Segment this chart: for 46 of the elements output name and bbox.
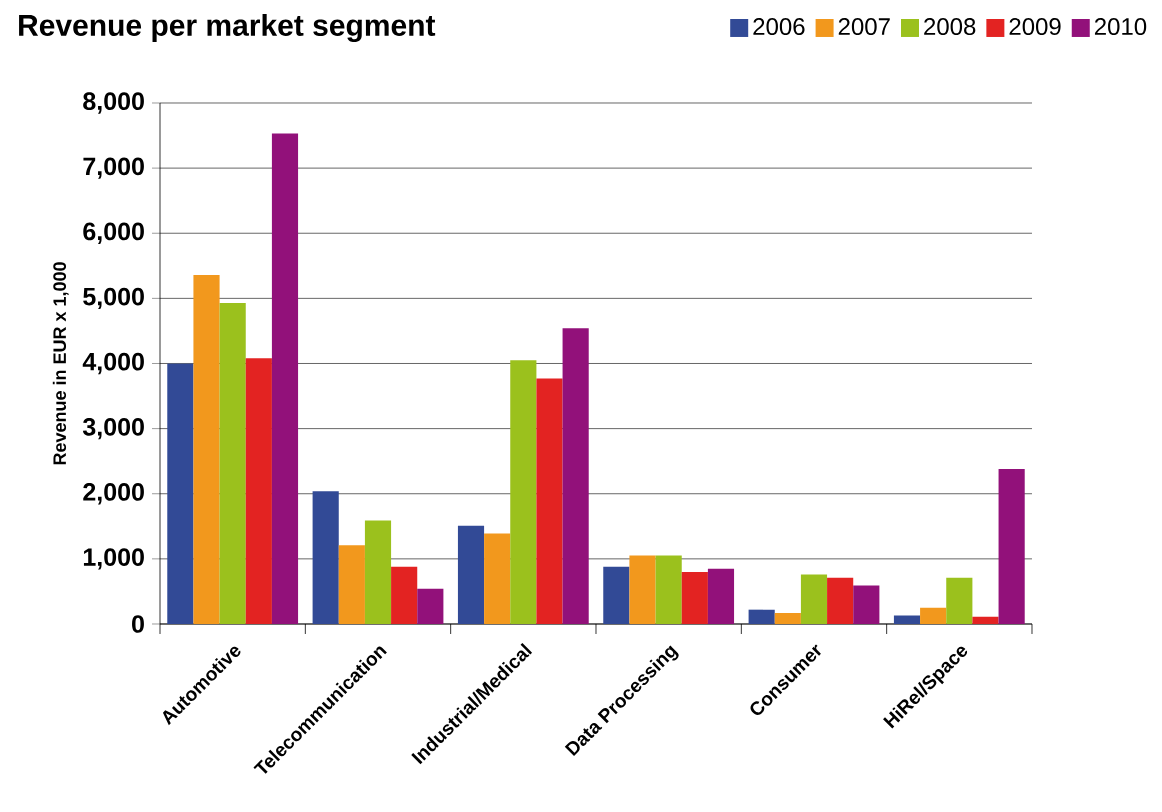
bar [364,520,392,624]
bar [748,609,775,624]
bar [800,574,828,624]
y-tick-label: 2,000 [83,483,144,505]
y-tick-label: 5,000 [83,287,144,310]
bar [920,607,947,624]
y-tick-label: 7,000 [83,157,144,179]
bar [312,491,339,624]
y-tick-label: 1,000 [83,548,144,570]
bar [707,568,735,624]
bar [893,615,921,624]
y-tick-label: 0 [132,615,144,633]
bar [827,577,854,624]
bar [391,566,418,624]
y-tick-label: 8,000 [83,92,144,114]
bar [853,585,880,624]
legend-label: 2006 [753,18,805,36]
y-tick-label: 3,000 [82,417,144,440]
y-axis-title: Revenue in EUR x 1,000 [52,262,69,465]
bar [681,571,708,624]
bar [562,328,589,624]
bar [774,612,801,624]
bar [998,468,1025,624]
bar [655,555,682,624]
y-tick-label: 6,000 [83,222,144,244]
bar [946,577,973,624]
bar [193,274,220,624]
bar [417,588,444,624]
bar [457,525,485,624]
legend-label: 2010 [1094,18,1147,36]
legend-label: 2008 [924,18,976,36]
chart-title: Revenue per market segment [19,13,436,43]
bar [271,133,299,624]
bar [603,566,630,624]
bar [219,302,246,624]
legend-label: 2007 [838,18,890,36]
bar [972,616,999,624]
bar [245,358,272,624]
y-tick-label: 4,000 [82,352,144,375]
bar [338,545,365,624]
bar [484,533,511,624]
bar [629,555,656,624]
bar [167,363,194,624]
bar [510,360,537,624]
bar [536,378,563,624]
legend-label: 2009 [1009,18,1061,36]
